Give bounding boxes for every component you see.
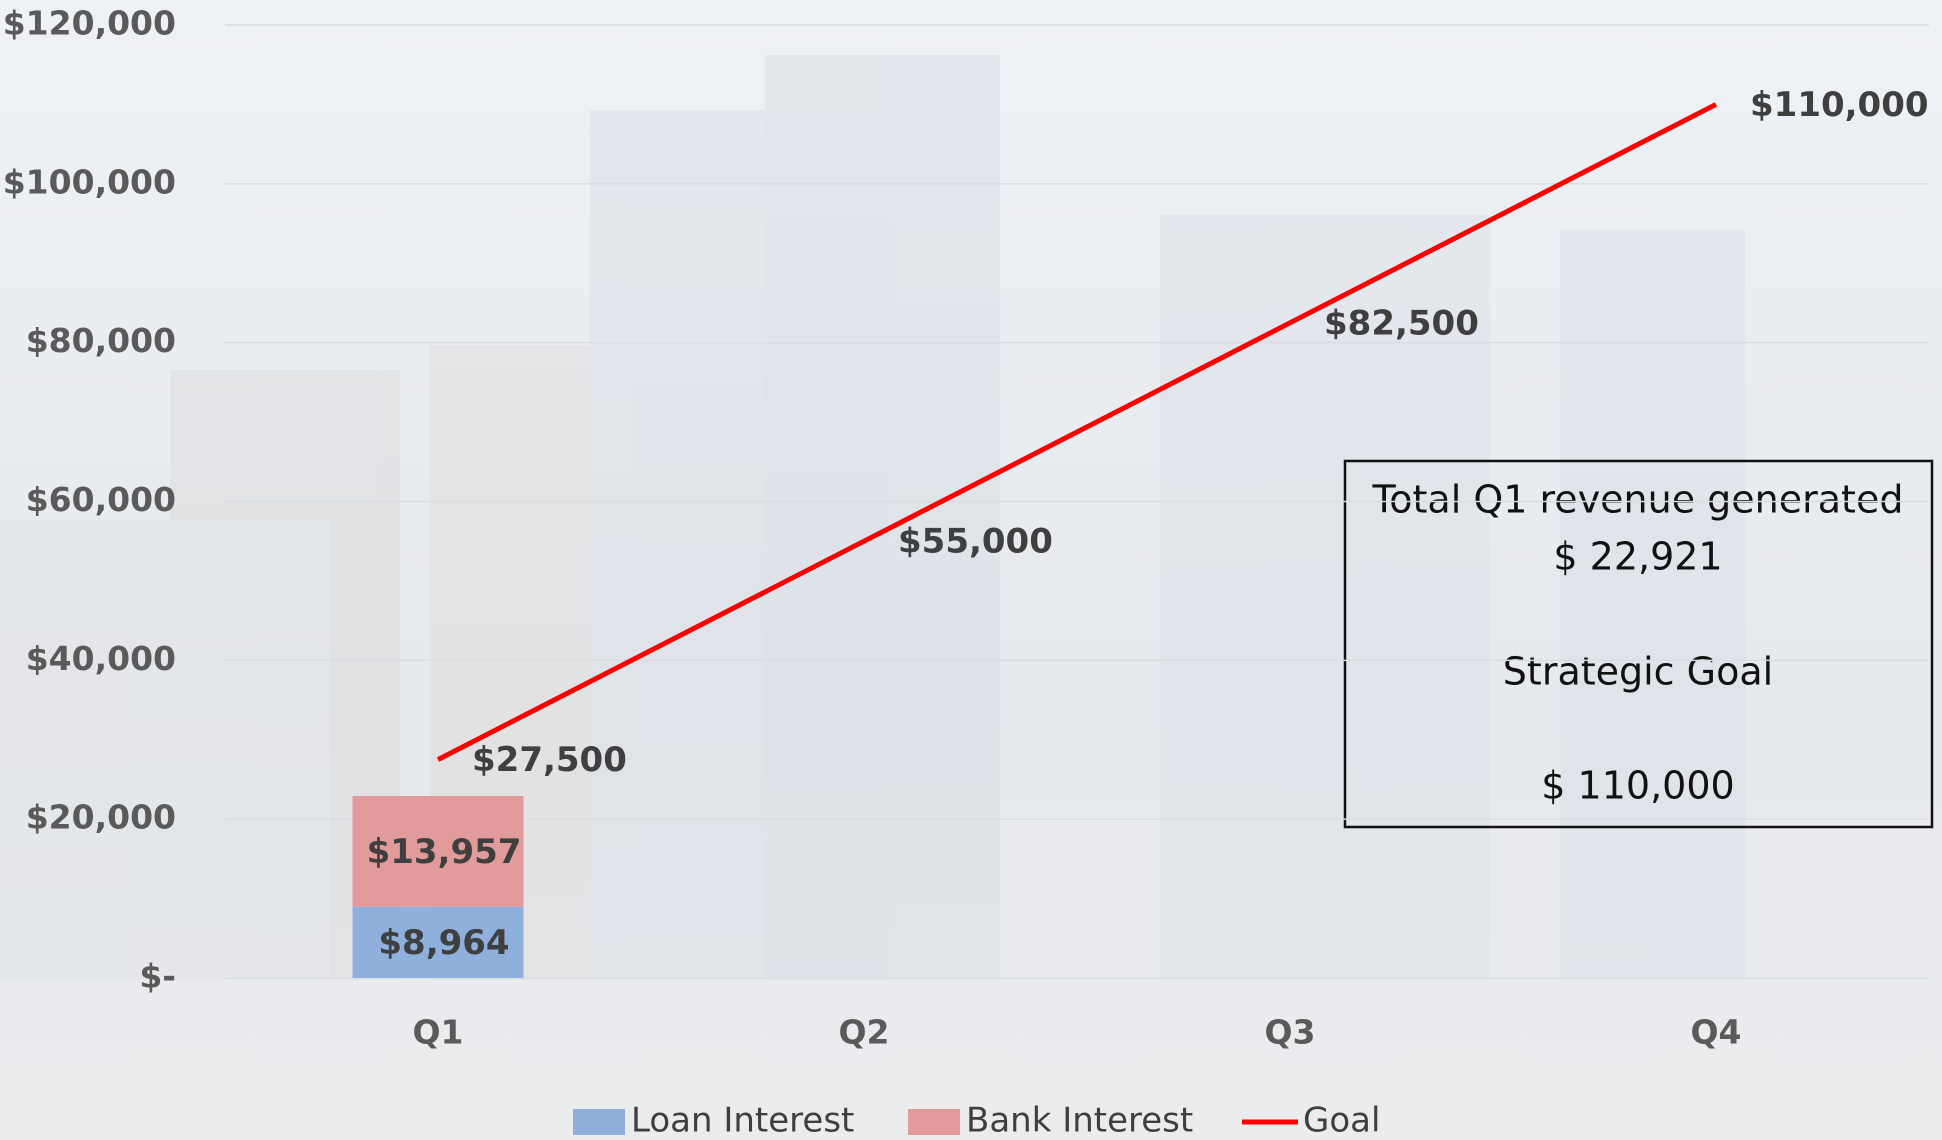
y-tick-label: $40,000	[26, 639, 176, 678]
x-tick-label: Q3	[1264, 1013, 1315, 1052]
value-label: $27,500	[472, 740, 627, 780]
legend-swatch	[573, 1109, 625, 1135]
annotation: $ 22,921	[1553, 535, 1722, 579]
annotation: Strategic Goal	[1503, 650, 1773, 694]
y-tick-label: $120,000	[3, 4, 176, 43]
value-label: $110,000	[1750, 85, 1929, 125]
y-tick-label: $-	[139, 957, 176, 996]
bar	[352, 795, 524, 907]
value-label: $13,957	[367, 832, 522, 872]
annotation-box	[1343, 459, 1934, 829]
y-tick-label: $20,000	[26, 798, 176, 837]
bar	[352, 906, 524, 978]
x-tick-label: Q2	[838, 1013, 889, 1052]
line	[436, 102, 1718, 762]
x-tick-label: Q4	[1690, 1013, 1741, 1052]
value-label: $55,000	[898, 522, 1053, 562]
y-tick-label: $60,000	[26, 480, 176, 519]
y-tick-label: $80,000	[26, 321, 176, 360]
value-label: $82,500	[1324, 303, 1479, 343]
legend-swatch	[908, 1109, 960, 1135]
legend-label: Bank Interest	[966, 1101, 1193, 1140]
y-tick-label: $100,000	[3, 162, 176, 201]
x-tick-label: Q1	[412, 1013, 463, 1052]
annotation: Total Q1 revenue generated	[1372, 478, 1904, 522]
value-label: $8,964	[378, 923, 509, 963]
legend-label: Goal	[1303, 1101, 1380, 1140]
annotation: $ 110,000	[1541, 764, 1734, 808]
legend-label: Loan Interest	[631, 1101, 854, 1140]
